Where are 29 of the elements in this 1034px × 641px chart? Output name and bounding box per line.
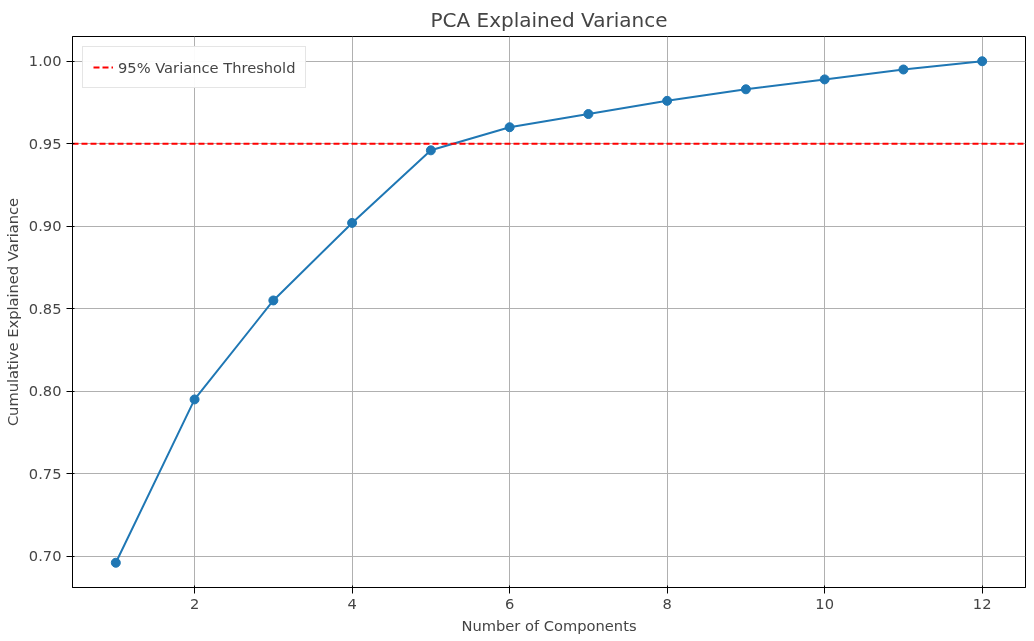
- point: [819, 74, 830, 85]
- y-tick-label: 0.80: [28, 382, 62, 400]
- x-tick-label: 12: [972, 594, 992, 612]
- point: [740, 84, 751, 95]
- point: [110, 557, 121, 568]
- x-tick-label: 4: [347, 594, 357, 612]
- y-tick-label: 0.75: [28, 464, 62, 482]
- legend-label: 95% Variance Threshold: [118, 58, 296, 76]
- y-axis-title: Cumulative Explained Variance: [3, 197, 21, 427]
- point: [583, 109, 594, 120]
- y-tick-label: 0.95: [28, 134, 62, 152]
- x-tick-label: 10: [815, 594, 834, 612]
- point: [268, 295, 279, 306]
- x-tick-label: 6: [504, 594, 515, 612]
- x-axis-title: Number of Components: [461, 616, 637, 634]
- point: [662, 95, 673, 106]
- chart-title: PCA Explained Variance: [430, 7, 668, 32]
- point: [347, 217, 358, 228]
- point: [425, 145, 436, 156]
- y-tick-label: 1.00: [28, 52, 62, 70]
- x-tick-label: 8: [662, 594, 672, 612]
- y-tick-label: 0.85: [28, 299, 62, 317]
- y-tick-label: 0.90: [28, 217, 62, 235]
- point: [898, 64, 909, 75]
- point: [977, 56, 988, 67]
- point: [189, 394, 200, 405]
- y-tick-label: 0.70: [28, 547, 62, 565]
- point: [504, 122, 515, 133]
- x-tick-label: 2: [189, 594, 200, 612]
